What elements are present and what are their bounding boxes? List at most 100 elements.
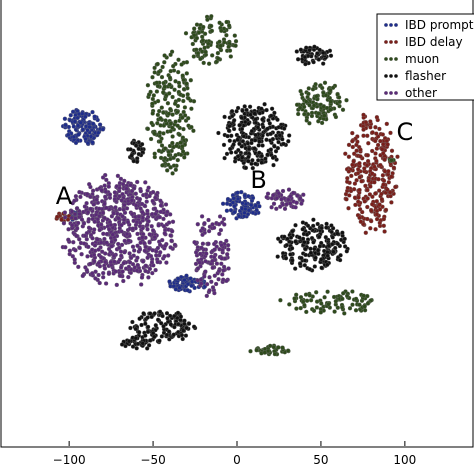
data-point <box>113 269 118 274</box>
data-point <box>155 112 161 118</box>
data-point <box>87 124 92 130</box>
data-point <box>118 265 124 270</box>
data-point <box>173 287 178 292</box>
data-point <box>184 81 189 86</box>
data-point <box>386 180 391 185</box>
data-point <box>252 146 257 151</box>
legend-marker <box>389 74 393 78</box>
data-point <box>324 221 329 227</box>
data-point <box>177 285 182 290</box>
cluster <box>119 333 152 351</box>
legend-marker <box>389 91 393 95</box>
data-point <box>293 223 298 228</box>
data-point <box>168 121 173 126</box>
cluster <box>343 112 400 235</box>
data-point <box>210 222 215 227</box>
data-point <box>145 83 151 88</box>
data-point <box>209 23 214 29</box>
data-point <box>74 233 79 239</box>
data-point <box>86 217 91 222</box>
data-point <box>337 99 342 105</box>
data-point <box>346 154 352 159</box>
data-point <box>209 14 214 19</box>
data-point <box>350 130 355 136</box>
data-point <box>59 217 64 222</box>
data-point <box>292 296 297 301</box>
data-point <box>158 209 163 215</box>
data-point <box>302 104 307 110</box>
legend-item: other <box>384 86 437 100</box>
x-tick-label: 100 <box>393 453 416 467</box>
data-point <box>333 245 338 251</box>
data-point <box>350 302 355 307</box>
data-point <box>181 87 187 92</box>
data-point <box>184 273 189 278</box>
data-point <box>280 345 285 350</box>
data-point <box>379 197 385 202</box>
data-point <box>167 75 173 80</box>
data-point <box>101 231 106 236</box>
data-point <box>272 351 278 357</box>
data-point <box>388 130 393 136</box>
data-point <box>340 296 345 302</box>
data-point <box>154 253 159 258</box>
data-point <box>311 223 316 229</box>
data-point <box>210 285 216 290</box>
data-point <box>387 190 393 195</box>
data-point <box>158 139 163 144</box>
data-point <box>136 214 141 219</box>
data-point <box>293 239 298 244</box>
data-point <box>336 95 342 100</box>
data-point <box>357 207 363 212</box>
data-point <box>203 269 208 274</box>
data-point <box>230 200 236 205</box>
data-point <box>195 222 200 227</box>
data-point <box>271 162 276 168</box>
data-point <box>152 131 157 136</box>
data-point <box>156 148 162 153</box>
data-point <box>182 105 188 110</box>
data-point <box>281 141 286 147</box>
data-point <box>370 130 375 135</box>
data-point <box>365 216 370 222</box>
data-point <box>226 266 231 271</box>
data-point <box>342 311 347 316</box>
cluster-label-c: C <box>396 118 413 146</box>
data-point <box>374 199 379 204</box>
data-point <box>235 105 241 111</box>
data-point <box>110 232 115 237</box>
data-point <box>330 235 335 240</box>
data-point <box>285 348 291 353</box>
cluster <box>60 172 178 288</box>
data-point <box>228 54 233 59</box>
data-point <box>139 201 145 207</box>
data-point <box>213 281 219 287</box>
data-point <box>333 114 339 120</box>
data-point <box>172 313 177 319</box>
data-point <box>160 163 165 168</box>
data-point <box>100 127 106 132</box>
data-point <box>380 132 385 137</box>
data-point <box>304 309 309 315</box>
data-point <box>184 71 189 76</box>
data-point <box>239 115 244 120</box>
data-point <box>172 87 177 92</box>
legend-label: muon <box>405 52 439 66</box>
data-point <box>126 274 131 280</box>
data-point <box>323 235 328 240</box>
data-point <box>103 189 108 194</box>
data-point <box>369 218 374 224</box>
data-point <box>271 193 276 198</box>
data-point <box>192 240 197 245</box>
data-point <box>333 299 338 304</box>
data-point <box>202 45 207 50</box>
data-point <box>210 258 215 264</box>
legend-box <box>376 13 474 101</box>
data-point <box>141 311 146 316</box>
data-point <box>382 229 387 234</box>
data-point <box>162 53 167 58</box>
data-point <box>204 282 210 287</box>
data-point <box>201 60 206 66</box>
data-point <box>179 62 184 67</box>
data-point <box>103 281 109 286</box>
